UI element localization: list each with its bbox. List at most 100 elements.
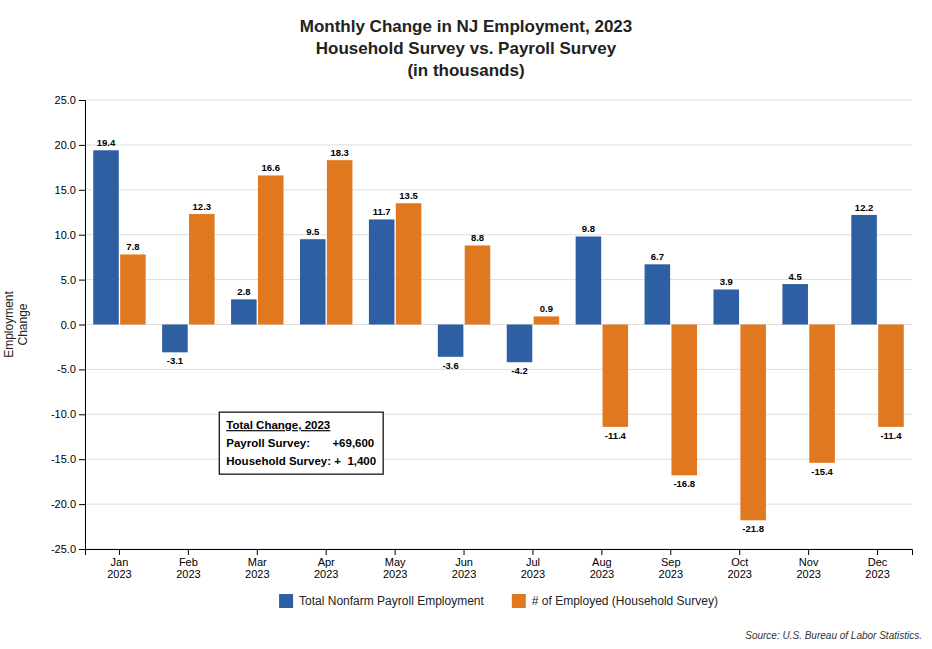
text-line: Jan xyxy=(111,556,129,568)
x-tick: Oct2023 xyxy=(727,549,751,580)
x-tick-mark xyxy=(670,549,671,555)
bar xyxy=(809,325,835,463)
x-tick: Jul2023 xyxy=(521,549,545,580)
y-tick: -20.0 xyxy=(51,498,85,510)
annotation-title: Total Change, 2023 xyxy=(226,419,330,431)
grid-line xyxy=(85,189,912,190)
data-label: 9.8 xyxy=(582,223,595,234)
data-label: 12.3 xyxy=(193,201,212,212)
data-label: -11.4 xyxy=(880,430,902,441)
y-tick-label: -15.0 xyxy=(51,453,76,465)
x-tick-mark xyxy=(464,549,465,555)
y-tick: -10.0 xyxy=(51,408,85,420)
source: Source: U.S. Bureau of Labor Statistics. xyxy=(745,630,922,641)
y-tick-label: 5.0 xyxy=(61,274,76,286)
bar xyxy=(300,239,326,324)
x-tick: Dec2023 xyxy=(865,549,889,580)
x-tick-mark xyxy=(739,549,740,555)
text-line: May xyxy=(385,556,406,568)
legend: Total Nonfarm Payroll Employment # of Emp… xyxy=(279,594,718,608)
bar xyxy=(327,160,353,324)
text-line: 2023 xyxy=(659,568,683,580)
data-label: 11.7 xyxy=(373,206,391,217)
text-line: 2023 xyxy=(314,568,338,580)
bar xyxy=(782,284,808,324)
y-tick: -25.0 xyxy=(51,543,85,555)
x-tick-mark xyxy=(395,549,396,555)
bar xyxy=(369,219,395,324)
legend-label: # of Employed (Household Survey) xyxy=(532,594,718,608)
grid-line xyxy=(85,100,912,101)
bar xyxy=(534,316,560,324)
bar xyxy=(120,254,146,324)
bar xyxy=(603,325,629,427)
y-tick: 15.0 xyxy=(55,184,85,196)
bar-series xyxy=(120,160,904,520)
y-tick: -5.0 xyxy=(57,363,85,375)
data-label: -16.8 xyxy=(673,478,695,489)
text-line: Aug xyxy=(592,556,612,568)
text-line: 2023 xyxy=(590,568,614,580)
x-tick-mark xyxy=(532,549,533,555)
data-label: -11.4 xyxy=(605,430,627,441)
x-tick-label: Nov2023 xyxy=(796,556,820,581)
bar xyxy=(851,215,877,325)
bar xyxy=(231,299,257,324)
y-tick-mark xyxy=(79,549,85,550)
bar xyxy=(740,325,766,521)
text-line: 2023 xyxy=(865,568,889,580)
text-line: Employment xyxy=(2,290,16,357)
text-line: Nov xyxy=(799,556,819,568)
legend-swatch xyxy=(279,594,293,608)
legend-item: Total Nonfarm Payroll Employment xyxy=(279,594,484,608)
x-tick-label: Oct2023 xyxy=(727,556,751,581)
x-axis: Jan2023Feb2023Mar2023Apr2023May2023Jun20… xyxy=(86,549,913,580)
bar xyxy=(507,325,533,363)
data-label: 0.9 xyxy=(540,303,553,314)
y-tick: 25.0 xyxy=(55,94,85,106)
bar xyxy=(878,325,904,427)
y-tick-mark xyxy=(79,414,85,415)
data-label: 8.8 xyxy=(471,232,484,243)
x-tick-mark xyxy=(326,549,327,555)
text-line: 2023 xyxy=(727,568,751,580)
text-line: Change xyxy=(16,303,30,345)
grid-line xyxy=(85,369,912,370)
y-tick-mark xyxy=(79,280,85,281)
grid-line xyxy=(85,459,912,460)
bar xyxy=(162,325,188,353)
x-tick-label: Feb2023 xyxy=(176,556,200,581)
data-label: 4.5 xyxy=(789,271,803,282)
text-line: 2023 xyxy=(107,568,131,580)
text-line: 2023 xyxy=(245,568,269,580)
x-tick-label: Jan2023 xyxy=(107,556,131,581)
y-tick: 20.0 xyxy=(55,139,85,151)
x-tick: Sep2023 xyxy=(659,549,683,580)
x-tick-label: Aug2023 xyxy=(590,556,614,581)
data-label: 12.2 xyxy=(855,202,874,213)
x-tick: Aug2023 xyxy=(590,549,614,580)
y-tick-label: -5.0 xyxy=(57,363,76,375)
y-tick-label: 25.0 xyxy=(55,94,76,106)
y-tick: -15.0 xyxy=(51,453,85,465)
data-label: 18.3 xyxy=(330,147,349,158)
data-label: -4.2 xyxy=(511,365,527,376)
bars xyxy=(93,150,904,520)
x-tick: Feb2023 xyxy=(176,549,200,580)
data-label: -15.4 xyxy=(811,466,833,477)
bar xyxy=(438,325,464,357)
bar xyxy=(645,264,671,324)
y-tick-mark xyxy=(79,235,85,236)
text-line: (in thousands) xyxy=(407,61,524,80)
y-tick-mark xyxy=(79,145,85,146)
bar xyxy=(396,203,422,324)
data-label: 16.6 xyxy=(261,162,280,173)
text-line: Monthly Change in NJ Employment, 2023 xyxy=(300,17,633,36)
y-axis-line xyxy=(79,101,86,550)
grid-line xyxy=(85,504,912,505)
annotation-text: Household Survey: + 1,400 xyxy=(226,455,376,467)
title: Monthly Change in NJ Employment, 2023Hou… xyxy=(300,17,633,80)
x-tick: Jan2023 xyxy=(107,549,131,580)
x-tick-mark xyxy=(601,549,602,555)
text-line: Oct xyxy=(731,556,748,568)
